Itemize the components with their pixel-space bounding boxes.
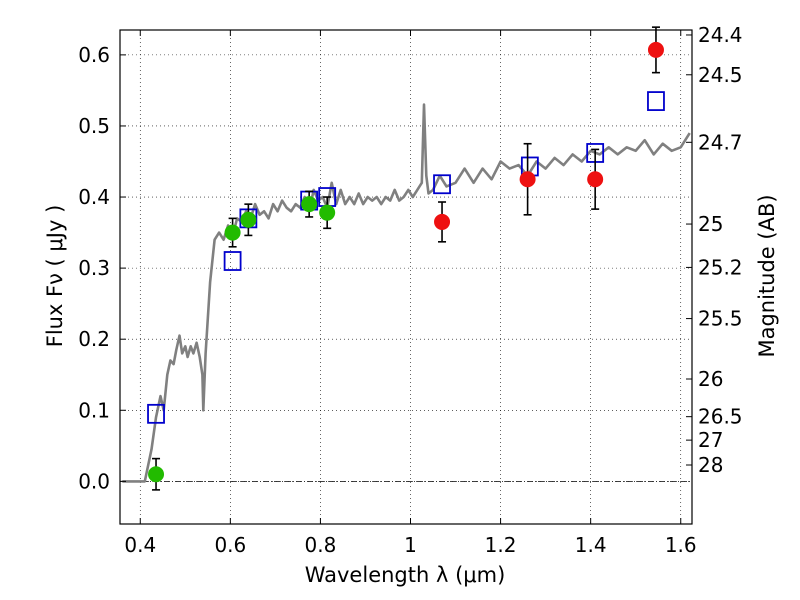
photometry-points bbox=[147, 26, 665, 491]
y2-tick-label: 25.2 bbox=[698, 255, 743, 279]
photometry-point bbox=[519, 171, 536, 188]
y2-tick-label: 26.5 bbox=[698, 405, 743, 429]
x-tick-label: 1.2 bbox=[485, 533, 517, 557]
y2-tick-label: 28 bbox=[698, 453, 723, 477]
model-square-marker bbox=[647, 91, 665, 111]
y2-tick-label: 24.7 bbox=[698, 130, 743, 154]
y-tick-label: 0.4 bbox=[78, 185, 110, 209]
y-tick-label: 0.6 bbox=[78, 43, 110, 67]
y2-tick-label: 25.5 bbox=[698, 307, 743, 331]
x-tick-label: 1.6 bbox=[665, 533, 697, 557]
photometry-point bbox=[240, 211, 257, 228]
spectrum-series bbox=[122, 103, 691, 483]
x-tick-label: 0.4 bbox=[124, 533, 156, 557]
y-tick-label: 0.2 bbox=[78, 327, 110, 351]
photometry-point bbox=[224, 224, 241, 241]
grid-lines bbox=[120, 30, 692, 524]
x-tick-label: 1 bbox=[404, 533, 417, 557]
model-square-marker bbox=[223, 251, 242, 271]
photometry-point bbox=[319, 204, 336, 221]
y2-tick-label: 25 bbox=[698, 212, 723, 236]
photometry-point bbox=[434, 213, 451, 230]
y-tick-label: 0.1 bbox=[78, 398, 110, 422]
y-tick-label: 0.3 bbox=[78, 256, 110, 280]
model-square-marker bbox=[147, 403, 165, 424]
x-tick-label: 1.4 bbox=[575, 533, 607, 557]
y2-tick-label: 27 bbox=[698, 428, 723, 452]
y2-tick-label: 26 bbox=[698, 367, 723, 391]
photometry-point bbox=[587, 171, 604, 188]
plot-frame bbox=[119, 29, 693, 525]
y-axis-label: Flux Fν ( μJy ) bbox=[43, 205, 67, 348]
y-tick-label: 0.0 bbox=[78, 469, 110, 493]
y2-tick-label: 24.5 bbox=[698, 63, 743, 87]
x-tick-label: 0.8 bbox=[305, 533, 337, 557]
y-tick-label: 0.5 bbox=[78, 114, 110, 138]
x-tick-label: 0.6 bbox=[214, 533, 246, 557]
photometry-point bbox=[647, 41, 664, 58]
y2-tick-label: 24.4 bbox=[698, 23, 743, 47]
right-axis-label: Magnitude (AB) bbox=[755, 194, 779, 357]
photometry-point bbox=[148, 466, 165, 483]
model-spectrum-line bbox=[122, 103, 691, 483]
x-axis-label: Wavelength λ (μm) bbox=[305, 563, 506, 587]
photometry-point bbox=[301, 196, 318, 213]
model-square-marker bbox=[433, 174, 451, 195]
axis-ticks: 0.4 0.6 0.8 1 1.2 1.4 1.6 0.0 0.1 0.2 0.3 0.4 0.5 0.6… bbox=[78, 23, 742, 557]
